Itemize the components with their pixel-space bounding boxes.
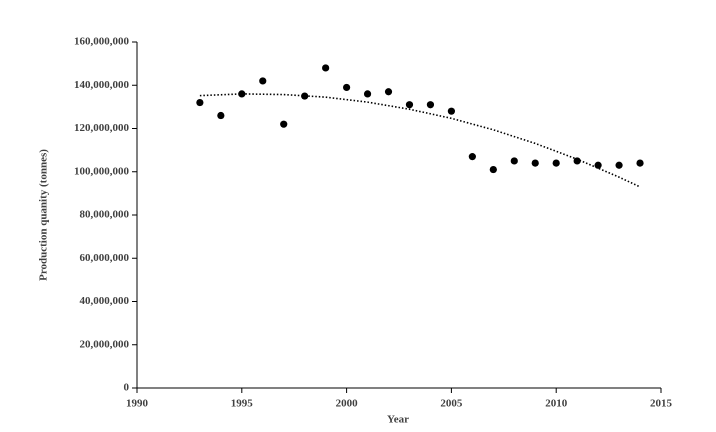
x-tick-label: 2015 <box>650 398 673 410</box>
point <box>363 90 372 98</box>
y-tick-label: 80,000,000 <box>80 209 130 221</box>
x-tick-label: 2005 <box>440 398 463 410</box>
y-tick-label: 160,000,000 <box>74 36 130 48</box>
y-tick-label: 20,000,000 <box>80 338 130 350</box>
point <box>594 161 602 169</box>
point <box>384 88 393 96</box>
point <box>301 92 309 100</box>
point <box>238 90 246 98</box>
point <box>343 83 351 92</box>
point <box>426 101 435 109</box>
point <box>552 159 560 167</box>
point <box>405 101 414 109</box>
point <box>636 159 644 167</box>
x-tick-label: 1995 <box>231 398 254 410</box>
y-tick-label: 100,000,000 <box>74 165 130 177</box>
y-tick-label: 0 <box>124 382 130 394</box>
x-tick-label: 1990 <box>126 398 149 410</box>
point <box>217 111 225 120</box>
y-tick-label: 60,000,000 <box>80 252 130 264</box>
y-tick-label: 140,000,000 <box>74 79 130 91</box>
x-tick-label: 2000 <box>336 398 359 410</box>
y-tick-label: 40,000,000 <box>80 295 130 307</box>
x-axis-label: Year <box>387 414 409 426</box>
y-tick-label: 120,000,000 <box>74 122 130 134</box>
point <box>615 161 623 169</box>
x-tick-label: 2010 <box>545 398 568 410</box>
point <box>510 157 518 165</box>
point <box>468 153 476 161</box>
point <box>489 165 497 174</box>
trend-line <box>199 93 641 188</box>
point <box>573 157 581 165</box>
y-axis-label: Production quanity (tonnes) <box>38 149 50 281</box>
point <box>322 64 330 72</box>
point <box>531 159 539 167</box>
point <box>447 107 455 115</box>
point <box>259 77 267 85</box>
point <box>280 120 288 128</box>
point <box>196 98 204 107</box>
